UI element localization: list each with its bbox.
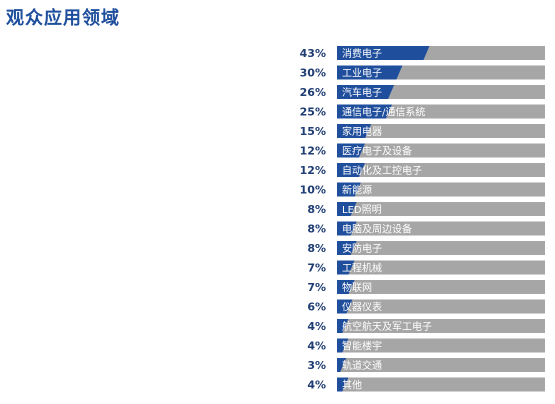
value-label: 30% (300, 67, 326, 80)
bar (337, 221, 357, 236)
bar-row: 6% 仪器仪表 (307, 299, 545, 314)
category-label: 工程机械 (342, 262, 382, 275)
page-title: 观众应用领域 (6, 8, 120, 29)
value-label: 12% (300, 145, 326, 158)
bar-row: 43% 消费电子 (300, 46, 545, 60)
value-label: 7% (307, 262, 326, 275)
category-label: 其他 (342, 379, 362, 392)
bar (337, 85, 395, 99)
bar (337, 260, 355, 275)
bar (337, 338, 349, 353)
value-label: 26% (300, 86, 326, 99)
bar-row: 12% 自动化及工控电子 (300, 163, 545, 177)
value-label: 25% (300, 106, 326, 119)
bar-row: 4% 智能楼宇 (307, 338, 545, 353)
category-label: 智能楼宇 (342, 340, 382, 353)
bar-row: 25% 通信电子/通信系统 (300, 104, 545, 119)
bar-row: 7% 物联网 (307, 280, 545, 294)
value-label: 43% (300, 47, 326, 60)
bar-track (337, 241, 545, 255)
category-label: 轨道交通 (342, 359, 382, 372)
category-label: 安防电子 (342, 242, 382, 255)
bar-row: 8% 电脑及周边设备 (307, 221, 545, 236)
bar (337, 104, 392, 119)
bar-track (337, 358, 545, 372)
value-label: 15% (300, 125, 326, 138)
bar-row: 26% 汽车电子 (300, 85, 545, 99)
bar (337, 241, 357, 255)
value-label: 3% (307, 359, 326, 372)
category-label: LED照明 (342, 204, 382, 216)
bar (337, 182, 361, 197)
category-label: 新能源 (342, 184, 372, 197)
bar (337, 124, 372, 138)
bar (337, 65, 403, 80)
bar (337, 377, 349, 392)
bar (337, 143, 365, 158)
bar-row: 10% 新能源 (300, 182, 545, 197)
category-label: 仪器仪表 (342, 301, 382, 314)
category-label: 航空航天及军工电子 (342, 320, 432, 333)
bar (337, 202, 357, 216)
bar-track (337, 260, 545, 275)
category-label: 自动化及工控电子 (342, 164, 422, 177)
bar-row: 4% 其他 (307, 377, 545, 392)
category-label: 通信电子/通信系统 (342, 106, 425, 119)
value-label: 4% (307, 340, 326, 353)
bar-row: 4% 航空航天及军工电子 (307, 319, 545, 333)
value-label: 4% (307, 379, 326, 392)
bar-track (337, 377, 545, 392)
bar-row: 8% 安防电子 (307, 241, 545, 255)
bar (337, 319, 349, 333)
category-label: 医疗电子及设备 (342, 145, 412, 158)
bar (337, 280, 355, 294)
category-label: 工业电子 (342, 67, 382, 80)
bar-track (337, 319, 545, 333)
bar-track (337, 163, 545, 177)
bar (337, 46, 430, 60)
bar-row: 8% LED照明 (307, 202, 545, 216)
bar-row: 7% 工程机械 (307, 260, 545, 275)
bar-row: 30% 工业电子 (300, 65, 545, 80)
category-label: 物联网 (342, 281, 372, 294)
bar-track (337, 280, 545, 294)
bar-track (337, 221, 545, 236)
value-label: 8% (307, 223, 326, 236)
bar-row: 15% 家用电器 (300, 124, 545, 138)
category-label: 消费电子 (342, 47, 382, 60)
bar-row: 3% 轨道交通 (307, 358, 545, 372)
value-label: 8% (307, 242, 326, 255)
value-label: 10% (300, 184, 326, 197)
value-label: 12% (300, 164, 326, 177)
value-label: 8% (307, 203, 326, 216)
bar-track (337, 182, 545, 197)
bar-track (337, 143, 545, 158)
bar (337, 358, 347, 372)
category-label: 家用电器 (342, 125, 382, 138)
value-label: 6% (307, 301, 326, 314)
bar-track (337, 202, 545, 216)
bar-track (337, 338, 545, 353)
bar (337, 163, 365, 177)
value-label: 4% (307, 320, 326, 333)
bar-track (337, 299, 545, 314)
bar-track (337, 124, 545, 138)
category-label: 电脑及周边设备 (342, 223, 412, 236)
category-label: 汽车电子 (342, 86, 382, 99)
bar-row: 12% 医疗电子及设备 (300, 143, 545, 158)
bar (337, 299, 353, 314)
value-label: 7% (307, 281, 326, 294)
